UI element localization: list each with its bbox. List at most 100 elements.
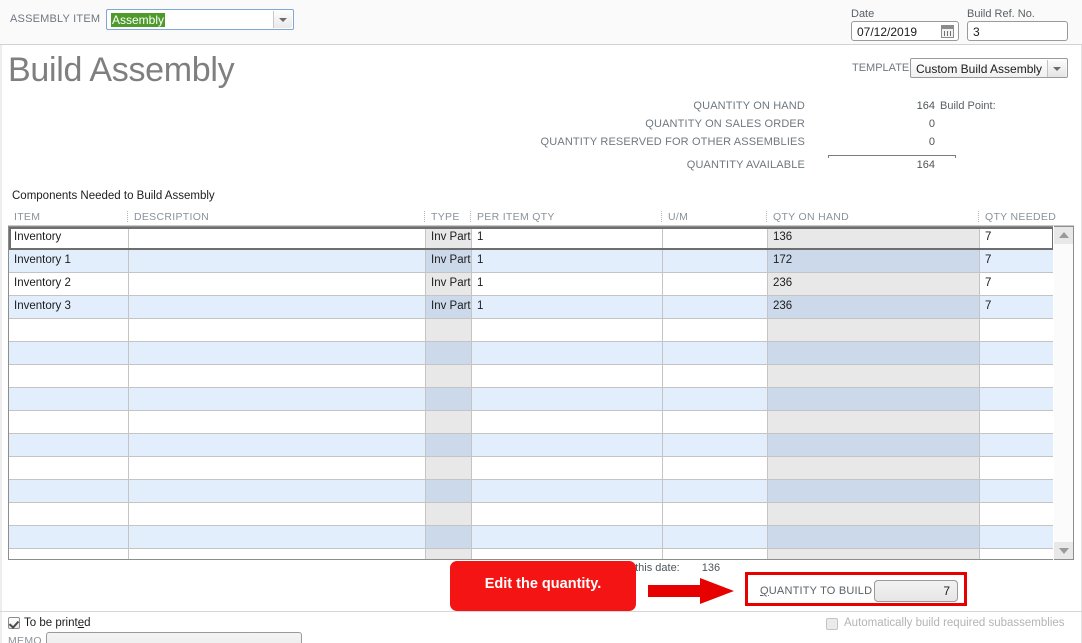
cell-um[interactable]	[663, 434, 767, 456]
cell-description[interactable]	[129, 549, 425, 559]
cell-qty-needed[interactable]	[980, 503, 1052, 525]
table-row[interactable]: Inventory 1 Inv Part 1 172 7	[9, 250, 1053, 273]
table-scrollbar[interactable]	[1054, 226, 1074, 560]
cell-um[interactable]	[663, 526, 767, 548]
template-combobox[interactable]: Custom Build Assembly	[910, 58, 1068, 78]
table-row[interactable]	[9, 342, 1053, 365]
cell-um[interactable]	[663, 388, 767, 410]
cell-qty-on-hand[interactable]	[768, 434, 979, 456]
table-row[interactable]	[9, 319, 1053, 342]
cell-qty-needed[interactable]: 7	[985, 300, 992, 312]
cell-um[interactable]	[663, 296, 767, 318]
cell-qty-on-hand[interactable]	[768, 365, 979, 387]
cell-description[interactable]	[129, 319, 425, 341]
cell-um[interactable]	[663, 480, 767, 502]
column-header-type[interactable]: TYPE	[431, 211, 460, 223]
cell-qty-on-hand[interactable]	[768, 319, 979, 341]
cell-qty-on-hand[interactable]	[768, 342, 979, 364]
cell-per-item-qty[interactable]: 1	[477, 231, 484, 243]
cell-um[interactable]	[663, 411, 767, 433]
cell-qty-on-hand[interactable]: 236	[773, 300, 793, 312]
cell-um[interactable]	[663, 227, 767, 249]
cell-item[interactable]	[9, 319, 128, 341]
cell-type[interactable]	[426, 549, 471, 559]
to-be-printed-checkbox[interactable]	[8, 617, 20, 629]
cell-qty-needed[interactable]	[980, 549, 1052, 559]
scrollbar-track[interactable]	[1054, 244, 1073, 542]
cell-description[interactable]	[129, 227, 425, 249]
cell-qty-on-hand[interactable]: 236	[773, 277, 793, 289]
table-row[interactable]: Inventory Inv Part 1 136 7	[9, 227, 1053, 250]
cell-per-item-qty[interactable]: 1	[477, 300, 484, 312]
cell-qty-needed[interactable]	[980, 457, 1052, 479]
cell-um[interactable]	[663, 319, 767, 341]
build-ref-input[interactable]: 3	[967, 21, 1068, 41]
cell-type[interactable]: Inv Part	[431, 254, 471, 266]
cell-description[interactable]	[129, 503, 425, 525]
cell-type[interactable]	[426, 319, 471, 341]
cell-item[interactable]	[9, 503, 128, 525]
cell-description[interactable]	[129, 388, 425, 410]
cell-description[interactable]	[129, 434, 425, 456]
cell-per-item-qty[interactable]	[472, 434, 662, 456]
calendar-icon[interactable]	[941, 25, 954, 38]
cell-qty-on-hand[interactable]	[768, 526, 979, 548]
cell-per-item-qty[interactable]	[472, 365, 662, 387]
cell-qty-needed[interactable]: 7	[985, 277, 992, 289]
cell-type[interactable]	[426, 503, 471, 525]
cell-um[interactable]	[663, 503, 767, 525]
cell-item[interactable]	[9, 549, 128, 559]
cell-per-item-qty[interactable]: 1	[477, 254, 484, 266]
cell-per-item-qty[interactable]	[472, 457, 662, 479]
cell-description[interactable]	[129, 342, 425, 364]
column-header-qty-on-hand[interactable]: QTY ON HAND	[773, 211, 850, 223]
cell-type[interactable]	[426, 457, 471, 479]
cell-item[interactable]: Inventory	[14, 231, 62, 243]
table-row[interactable]	[9, 388, 1053, 411]
date-input[interactable]: 07/12/2019	[851, 21, 959, 41]
cell-per-item-qty[interactable]	[472, 503, 662, 525]
cell-description[interactable]	[129, 411, 425, 433]
cell-type[interactable]	[426, 342, 471, 364]
cell-qty-needed[interactable]	[980, 526, 1052, 548]
memo-input[interactable]	[46, 632, 302, 643]
column-header-um[interactable]: U/M	[668, 211, 689, 223]
cell-description[interactable]	[129, 365, 425, 387]
scroll-up-icon[interactable]	[1054, 227, 1073, 244]
cell-um[interactable]	[663, 273, 767, 295]
chevron-down-icon[interactable]	[273, 11, 292, 28]
cell-qty-needed[interactable]	[980, 434, 1052, 456]
table-row[interactable]	[9, 365, 1053, 388]
cell-qty-needed[interactable]	[980, 411, 1052, 433]
cell-type[interactable]	[426, 526, 471, 548]
cell-item[interactable]: Inventory 1	[14, 254, 71, 266]
table-row[interactable]	[9, 549, 1053, 559]
cell-per-item-qty[interactable]	[472, 319, 662, 341]
cell-um[interactable]	[663, 549, 767, 559]
to-be-printed-label[interactable]: To be printed	[24, 617, 91, 629]
cell-qty-needed[interactable]: 7	[985, 254, 992, 266]
cell-item[interactable]	[9, 365, 128, 387]
cell-type[interactable]: Inv Part	[431, 300, 471, 312]
column-header-description[interactable]: DESCRIPTION	[134, 211, 210, 223]
table-row[interactable]	[9, 411, 1053, 434]
table-row[interactable]	[9, 503, 1053, 526]
cell-per-item-qty[interactable]	[472, 388, 662, 410]
cell-item[interactable]	[9, 526, 128, 548]
cell-qty-needed[interactable]	[980, 319, 1052, 341]
cell-um[interactable]	[663, 457, 767, 479]
cell-qty-on-hand[interactable]: 172	[773, 254, 793, 266]
cell-description[interactable]	[129, 526, 425, 548]
cell-um[interactable]	[663, 365, 767, 387]
cell-item[interactable]	[9, 388, 128, 410]
cell-type[interactable]	[426, 434, 471, 456]
column-header-item[interactable]: ITEM	[14, 211, 41, 223]
cell-description[interactable]	[129, 480, 425, 502]
cell-qty-needed[interactable]	[980, 388, 1052, 410]
cell-per-item-qty[interactable]	[472, 549, 662, 559]
cell-item[interactable]: Inventory 2	[14, 277, 71, 289]
quantity-to-build-input[interactable]: 7	[874, 580, 958, 602]
auto-build-checkbox[interactable]	[826, 618, 838, 630]
table-row[interactable]: Inventory 2 Inv Part 1 236 7	[9, 273, 1053, 296]
table-row[interactable]	[9, 480, 1053, 503]
